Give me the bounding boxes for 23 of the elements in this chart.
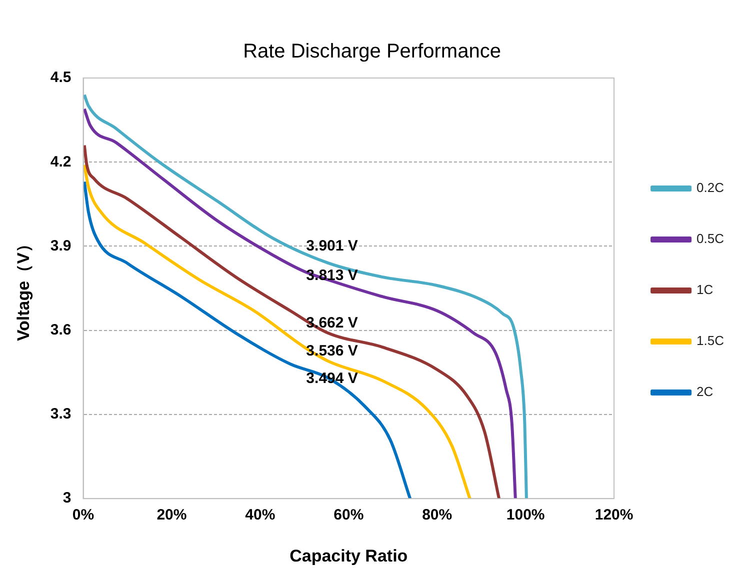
legend-label: 2C [696, 384, 714, 400]
x-tick-label: 80% [422, 506, 452, 524]
legend-label: 1.5C [696, 333, 724, 348]
y-axis-title: Voltage（V） [14, 236, 33, 342]
y-tick-label: 3.9 [50, 237, 72, 254]
y-tick-label: 3 [62, 490, 72, 507]
line-series [83, 180, 412, 499]
x-tick-label: 60% [334, 506, 364, 524]
legend-label: 0.2C [696, 180, 724, 196]
x-tick-label: 0% [72, 506, 94, 524]
x-tick-label: 20% [156, 506, 187, 524]
chart-title: Rate Discharge Performance [243, 40, 501, 63]
x-axis-title: Capacity Ratio [290, 546, 408, 566]
y-tick-label: 3.3 [50, 406, 72, 423]
y-tick-label: 4.2 [50, 153, 72, 170]
legend-label: 0.5C [696, 231, 724, 246]
x-tick-label: 120% [594, 506, 634, 524]
annotation: 3.901 V [306, 237, 358, 254]
x-tick-label: 100% [506, 506, 545, 524]
x-tick-label: 40% [245, 506, 276, 524]
y-tick-label: 4.5 [50, 69, 72, 86]
y-tick-label: 3.6 [50, 322, 72, 338]
legend-label: 1C [696, 282, 714, 298]
